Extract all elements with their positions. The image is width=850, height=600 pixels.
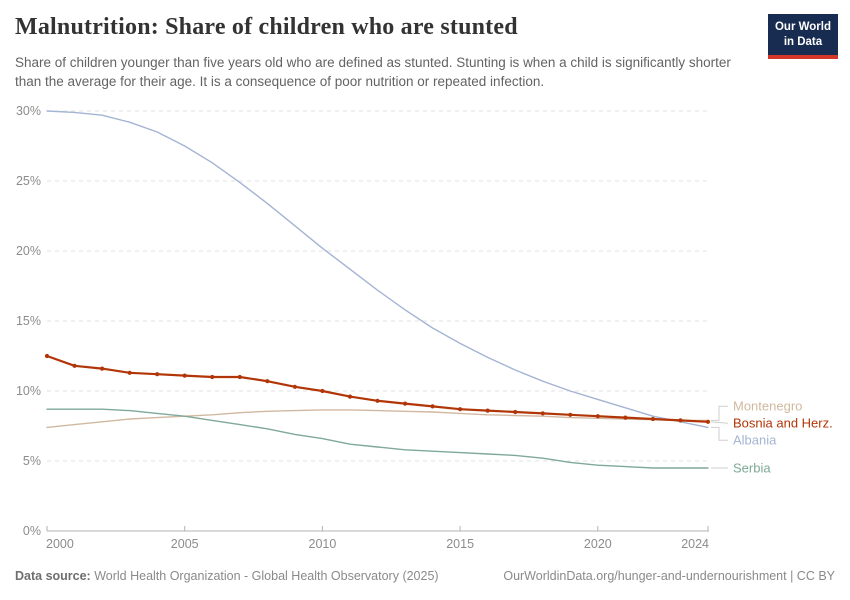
series-line-montenegro[interactable] (46, 409, 709, 429)
x-tick-label-2005: 2005 (171, 537, 199, 551)
series-marker-bosnia-and-herz[interactable] (568, 412, 573, 417)
data-source-label: Data source: (15, 569, 91, 583)
y-tick-label-20: 20% (16, 244, 41, 258)
owid-logo: Our World in Data (767, 14, 838, 59)
series-marker-bosnia-and-herz[interactable] (182, 373, 187, 378)
series-marker-bosnia-and-herz[interactable] (320, 388, 325, 394)
series-marker-bosnia-and-herz[interactable] (513, 409, 518, 415)
series-marker-bosnia-and-herz[interactable] (44, 353, 50, 359)
series-marker-bosnia-and-herz[interactable] (210, 374, 215, 380)
series-marker-bosnia-and-herz[interactable] (375, 398, 380, 403)
legend-connector-montenegro (711, 405, 728, 421)
series-marker-bosnia-and-herz[interactable] (678, 418, 683, 423)
series-marker-bosnia-and-herz[interactable] (292, 384, 297, 389)
y-tick-label-30: 30% (16, 104, 41, 118)
series-marker-bosnia-and-herz[interactable] (458, 407, 463, 412)
series-marker-bosnia-and-herz[interactable] (650, 416, 656, 422)
x-tick-label-2024: 2024 (681, 537, 709, 551)
y-tick-label-10: 10% (16, 384, 41, 398)
series-marker-bosnia-and-herz[interactable] (540, 411, 545, 416)
x-tick-label-2010: 2010 (309, 537, 337, 551)
y-tick-label-5: 5% (23, 454, 41, 468)
attribution-note[interactable]: OurWorldinData.org/hunger-and-undernouri… (503, 569, 835, 583)
x-tick-label-2020: 2020 (584, 537, 612, 551)
legend-label-serbia[interactable]: Serbia (733, 461, 771, 476)
series-line-albania[interactable] (46, 110, 709, 429)
y-tick-label-15: 15% (16, 314, 41, 328)
series-marker-bosnia-and-herz[interactable] (430, 404, 435, 409)
series-marker-bosnia-and-herz[interactable] (155, 372, 160, 377)
series-marker-bosnia-and-herz[interactable] (705, 419, 711, 424)
series-marker-bosnia-and-herz[interactable] (72, 363, 77, 368)
series-line-serbia[interactable] (46, 408, 709, 469)
legend-label-albania[interactable]: Albania (733, 433, 777, 448)
series-marker-bosnia-and-herz[interactable] (237, 374, 242, 380)
series-marker-bosnia-and-herz[interactable] (127, 370, 132, 375)
series-marker-bosnia-and-herz[interactable] (265, 379, 270, 384)
chart-subtitle: Share of children younger than five year… (15, 55, 731, 89)
x-tick-label-2000: 2000 (46, 537, 74, 551)
series-marker-bosnia-and-herz[interactable] (595, 414, 600, 419)
legend-connector-albania (711, 426, 728, 441)
series-marker-bosnia-and-herz[interactable] (402, 401, 408, 406)
y-tick-label-0: 0% (23, 524, 41, 538)
page-title: Malnutrition: Share of children who are … (15, 14, 518, 40)
legend-label-montenegro[interactable]: Montenegro (733, 399, 802, 414)
owid-logo-line2: in Data (783, 35, 823, 48)
legend-label-bosnia-and-herz[interactable]: Bosnia and Herz. (733, 416, 833, 431)
chart-footer: Data source: World Health Organization -… (15, 569, 835, 583)
series-marker-bosnia-and-herz[interactable] (623, 415, 628, 420)
series-marker-bosnia-and-herz[interactable] (485, 408, 490, 413)
x-tick-label-2015: 2015 (446, 537, 474, 551)
y-tick-label-25: 25% (16, 174, 41, 188)
legend-connector-bosnia-and-herz (710, 421, 729, 424)
data-source-note: Data source: World Health Organization -… (15, 569, 439, 583)
series-marker-bosnia-and-herz[interactable] (99, 366, 105, 371)
owid-logo-line1: Our World (774, 21, 831, 33)
series-marker-bosnia-and-herz[interactable] (347, 394, 353, 399)
data-source-value: World Health Organization - Global Healt… (90, 569, 439, 583)
